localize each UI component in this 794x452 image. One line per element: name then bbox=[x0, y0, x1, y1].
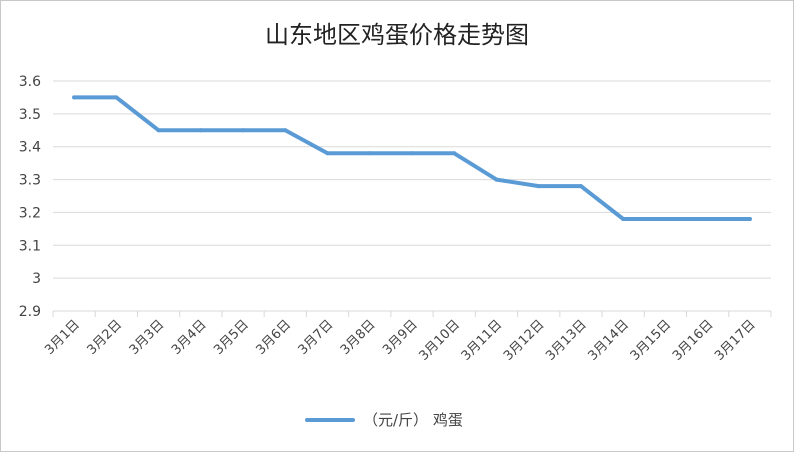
data-point bbox=[410, 151, 414, 156]
data-point bbox=[241, 128, 246, 133]
y-tick-label: 3 bbox=[32, 271, 41, 287]
data-point bbox=[578, 184, 583, 189]
x-tick-label: 3月8日 bbox=[338, 317, 379, 358]
y-tick-label: 3.5 bbox=[19, 107, 41, 123]
x-tick-label: 3月10日 bbox=[417, 317, 464, 364]
y-tick-label: 3.4 bbox=[19, 140, 41, 156]
data-point bbox=[747, 217, 752, 221]
x-tick-label: 3月2日 bbox=[84, 317, 125, 358]
series-line-0 bbox=[72, 95, 752, 221]
data-point bbox=[621, 217, 626, 221]
data-point bbox=[283, 128, 288, 133]
legend[interactable]: （元/斤） 鸡蛋 bbox=[305, 411, 463, 429]
x-tick-label: 3月6日 bbox=[253, 317, 294, 358]
y-tick-label: 3.2 bbox=[19, 205, 41, 221]
x-tick-label: 3月3日 bbox=[127, 317, 168, 358]
y-tick-label: 2.9 bbox=[19, 304, 41, 320]
series-layer bbox=[72, 95, 752, 221]
data-point bbox=[325, 151, 330, 156]
x-tick-label: 3月7日 bbox=[296, 317, 337, 358]
y-tick-label: 3.3 bbox=[19, 173, 41, 189]
y-tick-label: 3.1 bbox=[19, 238, 41, 254]
data-point bbox=[114, 95, 119, 100]
x-tick-label: 3月14日 bbox=[585, 317, 632, 364]
x-tick-label: 3月9日 bbox=[380, 317, 421, 358]
data-point bbox=[156, 128, 161, 133]
legend-label: （元/斤） 鸡蛋 bbox=[363, 411, 463, 429]
data-point bbox=[367, 151, 372, 156]
data-point bbox=[536, 184, 541, 189]
data-point bbox=[452, 151, 457, 156]
x-axis-ticks: 3月1日 3月2日 3月3日 3月4日 3月5日 3月6日 3月7日 3月8日 3月9日3月10… bbox=[42, 317, 758, 364]
data-point bbox=[72, 95, 77, 100]
x-tick-label: 3月16日 bbox=[670, 317, 717, 364]
x-tick-label: 3月11日 bbox=[459, 317, 506, 364]
x-tick-label: 3月5日 bbox=[211, 317, 252, 358]
x-tick-label: 3月12日 bbox=[501, 317, 548, 364]
x-tick-label: 3月15日 bbox=[628, 317, 675, 364]
x-tick-label: 3月13日 bbox=[543, 317, 590, 364]
x-tick-label: 3月4日 bbox=[169, 317, 210, 358]
data-point bbox=[663, 217, 668, 221]
chart-title: 山东地区鸡蛋价格走势图 bbox=[265, 21, 529, 49]
y-tick-label: 3.6 bbox=[19, 74, 41, 90]
gridlines bbox=[52, 80, 772, 317]
y-axis-ticks: 2.9 3 3.1 3.2 3.3 3.4 3.5 3.6 bbox=[19, 74, 41, 320]
x-tick-label: 3月17日 bbox=[712, 317, 759, 364]
data-point bbox=[705, 217, 710, 221]
data-point bbox=[198, 128, 203, 133]
x-tick-label: 3月1日 bbox=[42, 317, 83, 358]
data-point bbox=[494, 177, 499, 182]
